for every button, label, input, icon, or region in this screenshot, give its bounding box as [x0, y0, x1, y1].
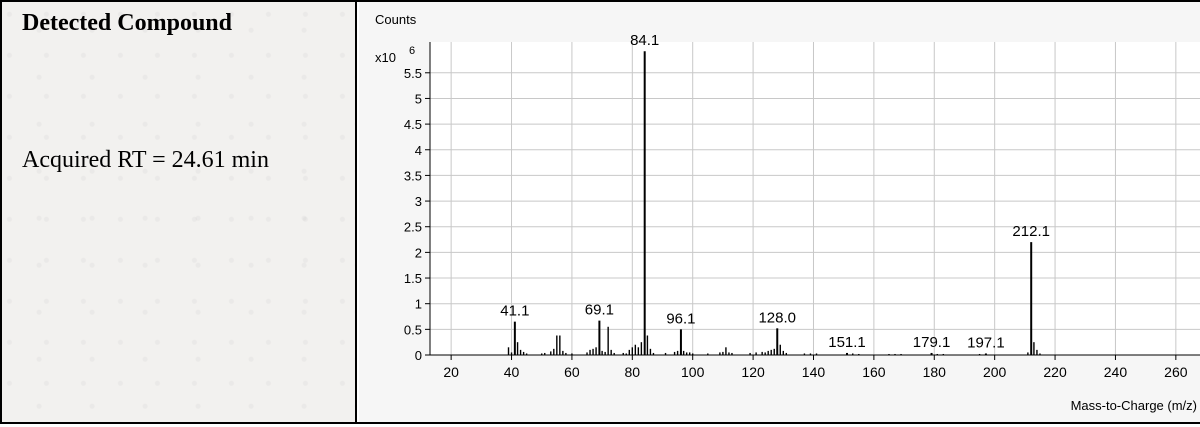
y-tick-label: 3: [415, 194, 422, 209]
peak-label: 179.1: [913, 334, 951, 351]
y-tick-label: 2.5: [404, 220, 422, 235]
x-tick-label: 80: [625, 364, 641, 380]
y-tick-label: 1.5: [404, 271, 422, 286]
spectrum-peaks: [507, 51, 1041, 355]
y-tick-label: 0.5: [404, 322, 422, 337]
peak-label: 151.1: [828, 334, 866, 351]
axis-ticks: 20 40 60 80 100 120 140 160 180 200 220 240 260 0 0.5 1…: [404, 66, 1188, 380]
x-tick-label: 260: [1164, 364, 1188, 380]
x-tick-label: 40: [504, 364, 520, 380]
y-tick-label: 2: [415, 245, 422, 260]
x-tick-label: 60: [564, 364, 580, 380]
x-tick-label: 160: [862, 364, 886, 380]
x-tick-label: 100: [681, 364, 705, 380]
peak-label: 197.1: [967, 334, 1005, 351]
grid-lines: [430, 42, 1200, 355]
x-tick-label: 220: [1043, 364, 1067, 380]
peak-label: 96.1: [666, 310, 695, 327]
peak-label: 212.1: [1012, 223, 1050, 240]
y-axis-exponent: 6: [409, 45, 415, 57]
y-axis-multiplier: x10: [375, 50, 396, 65]
x-tick-label: 140: [802, 364, 826, 380]
spectrum-cell: 20 40 60 80 100 120 140 160 180 200 220 240 260 0 0.5 1…: [359, 2, 1200, 422]
y-tick-label: 1: [415, 297, 422, 312]
y-tick-label: 5.5: [404, 66, 422, 81]
x-tick-label: 20: [443, 364, 459, 380]
peak-label: 69.1: [585, 302, 614, 319]
peak-label: 41.1: [500, 303, 529, 320]
y-axis-title: Counts: [375, 12, 417, 27]
y-tick-label: 4: [415, 143, 422, 158]
y-tick-label: 3.5: [404, 168, 422, 183]
y-tick-label: 5: [415, 91, 422, 106]
x-axis-title: Mass-to-Charge (m/z): [1071, 398, 1197, 413]
x-tick-label: 180: [923, 364, 947, 380]
x-tick-label: 240: [1104, 364, 1128, 380]
peak-label: 128.0: [758, 309, 796, 326]
y-tick-label: 0: [415, 348, 422, 363]
x-tick-label: 200: [983, 364, 1007, 380]
acquired-rt-text: Acquired RT = 24.61 min: [22, 147, 269, 173]
mass-spectrum-chart: 20 40 60 80 100 120 140 160 180 200 220 240 260 0 0.5 1…: [375, 12, 1200, 413]
x-tick-label: 120: [741, 364, 765, 380]
plot-area: [430, 42, 1200, 355]
compound-info-cell: Detected Compound Acquired RT = 24.61 mi…: [2, 2, 357, 422]
peak-labels: 41.1 69.1 84.1 96.1 128.0 151.1 179.1 197.1 212.…: [500, 32, 1050, 351]
y-tick-label: 4.5: [404, 117, 422, 132]
peak-label: 84.1: [630, 32, 659, 49]
detected-compound-heading: Detected Compound: [22, 10, 232, 36]
